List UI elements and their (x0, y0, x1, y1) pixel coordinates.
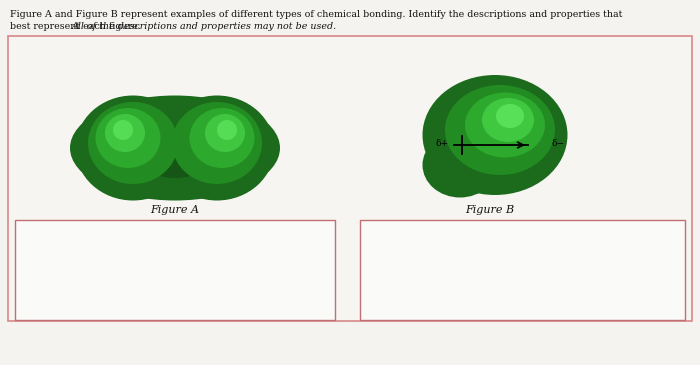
Text: δ+: δ+ (435, 139, 449, 149)
Bar (360, 220, 685, 320)
Ellipse shape (95, 108, 160, 168)
Ellipse shape (172, 102, 262, 184)
Ellipse shape (496, 104, 524, 128)
Ellipse shape (88, 102, 178, 184)
Text: δ−: δ− (552, 139, 564, 149)
Ellipse shape (113, 120, 133, 140)
Bar (8, 36, 692, 321)
Ellipse shape (423, 132, 498, 197)
Ellipse shape (205, 114, 245, 152)
Bar (15, 220, 335, 320)
Ellipse shape (76, 96, 190, 200)
Text: Figure A and Figure B represent examples of different types of chemical bonding.: Figure A and Figure B represent examples… (10, 10, 622, 19)
Ellipse shape (105, 114, 145, 152)
Ellipse shape (217, 120, 237, 140)
Ellipse shape (482, 98, 534, 142)
Ellipse shape (445, 85, 555, 175)
Text: Figure B: Figure B (466, 205, 514, 215)
Text: best represent each figure.: best represent each figure. (10, 22, 144, 31)
Ellipse shape (423, 75, 568, 195)
Ellipse shape (465, 92, 545, 158)
Ellipse shape (153, 123, 197, 143)
Ellipse shape (190, 108, 255, 168)
Ellipse shape (70, 96, 280, 200)
Ellipse shape (145, 148, 205, 178)
Text: Figure A: Figure A (150, 205, 200, 215)
Ellipse shape (160, 96, 274, 200)
Text: All of the descriptions and properties may not be used.: All of the descriptions and properties m… (72, 22, 337, 31)
